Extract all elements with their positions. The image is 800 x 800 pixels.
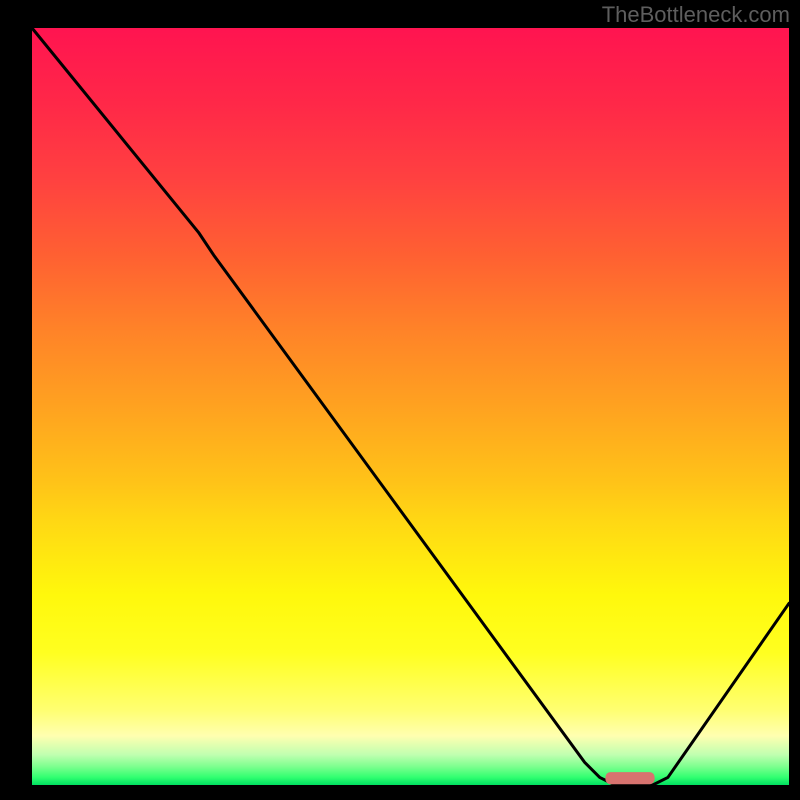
chart-container: TheBottleneck.com: [0, 0, 800, 800]
bottleneck-chart: [0, 0, 800, 800]
plot-background: [32, 28, 789, 785]
watermark-text: TheBottleneck.com: [602, 2, 790, 28]
optimal-marker: [605, 772, 654, 784]
